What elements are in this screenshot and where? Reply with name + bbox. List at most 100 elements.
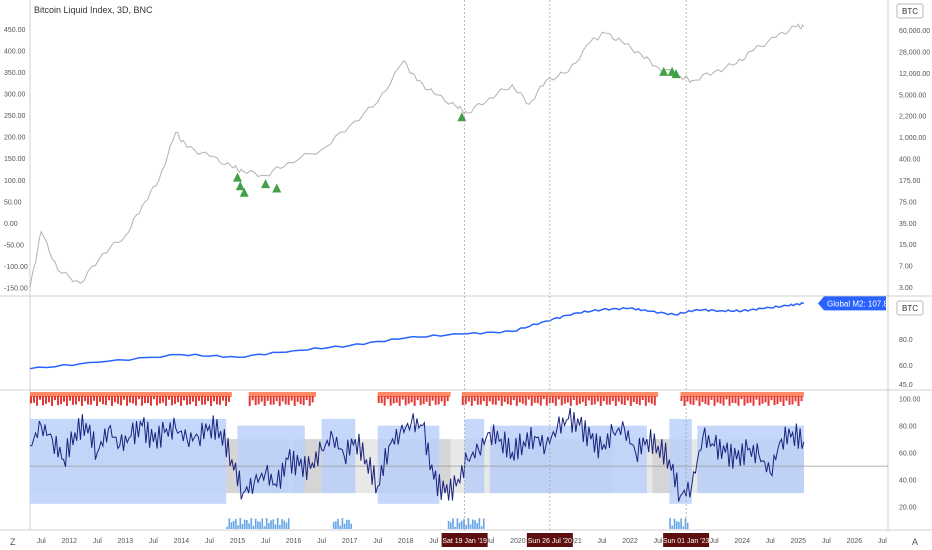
heat-tick [174, 396, 176, 404]
heat-tick [479, 396, 482, 405]
heat-tick [608, 396, 611, 405]
time-axis-tick: 2013 [118, 538, 134, 545]
left-axis-tick: 150.00 [4, 156, 26, 163]
heat-tick [72, 396, 74, 405]
heat-tick [39, 396, 41, 400]
heat-tick [90, 396, 92, 405]
heat-tick [30, 396, 32, 404]
heat-tick [788, 396, 791, 405]
heat-tick [78, 396, 80, 402]
heat-tick [401, 396, 404, 400]
heat-tick [710, 396, 713, 400]
left-axis-tick: 400.00 [4, 48, 26, 55]
date-markers: Sat 19 Jan '19 Sun 26 Jul '20 Sun 01 Jan '… [441, 533, 709, 547]
heat-tick [114, 396, 116, 403]
histogram-bar [268, 523, 270, 529]
oscillator-axis-tick: 40.00 [899, 478, 917, 485]
heat-tick [398, 396, 401, 406]
heat-tick [590, 396, 593, 405]
symbol-badge-1[interactable] [896, 3, 924, 19]
heat-tick [749, 396, 752, 403]
heat-tick [132, 396, 134, 404]
signal-triangle-icon [232, 172, 242, 182]
histogram-bar [283, 520, 286, 529]
histogram-bar [228, 518, 231, 529]
histogram-bar [343, 523, 346, 529]
heat-tick [302, 396, 305, 406]
right-axis-tick: 400.00 [899, 157, 921, 164]
time-axis-tick: Jul [822, 538, 831, 545]
heat-tick [566, 396, 569, 403]
histogram-bar [471, 519, 474, 529]
auto-scale-a-icon[interactable]: A [912, 537, 918, 547]
oscillator-line [29, 407, 805, 502]
histogram-bar [272, 519, 275, 529]
heat-tick [563, 396, 566, 404]
histogram-bar [482, 518, 485, 529]
time-axis-tick: Jul [261, 538, 270, 545]
heat-tick [785, 396, 788, 401]
heat-tick [500, 396, 503, 406]
histogram-bar [279, 524, 281, 529]
histogram-bar [274, 524, 277, 529]
heat-tick [156, 396, 158, 406]
left-axis-tick: 200.00 [4, 135, 26, 142]
heat-tick [111, 396, 113, 406]
heat-tick [719, 396, 722, 404]
histogram-bar [478, 518, 481, 529]
heat-tick [680, 396, 683, 401]
heat-tick [404, 396, 407, 406]
heat-tick [461, 396, 464, 406]
blue-band [237, 425, 305, 494]
heat-tick [407, 396, 410, 404]
histogram-bar [335, 521, 337, 529]
time-axis-tick: 2020 [510, 538, 526, 545]
heat-tick [266, 396, 269, 401]
left-axis-tick: -150.00 [4, 286, 28, 293]
date-marker-box [441, 533, 488, 547]
histogram-bar [243, 519, 246, 529]
heat-tick [587, 396, 590, 401]
heat-tick [620, 396, 623, 405]
heat-tick [210, 396, 212, 406]
date-marker-lines [464, 0, 687, 530]
histogram-bar [252, 525, 255, 529]
date-marker-label: Sun 26 Jul '20 [528, 538, 572, 545]
heat-tick [410, 396, 413, 403]
heat-tick [584, 396, 587, 406]
heat-tick [506, 396, 509, 405]
time-axis-tick: 2015 [230, 538, 246, 545]
histogram-bar [281, 519, 283, 529]
heat-tick [117, 396, 119, 404]
heat-tick [776, 396, 779, 405]
heat-tick [69, 396, 71, 401]
oscillator-axis-tick: 60.00 [899, 451, 917, 458]
heat-tick [440, 396, 443, 402]
heat-tick [33, 396, 35, 403]
histogram-bar [684, 518, 687, 529]
heat-tick [389, 396, 392, 406]
time-axis-tick: Jul [149, 538, 158, 545]
heat-segment [377, 392, 451, 397]
heat-tick [305, 396, 308, 401]
heat-tick [437, 396, 440, 405]
heat-tick [428, 396, 431, 406]
timezone-z-icon[interactable]: Z [10, 537, 16, 547]
time-axis-tick: 2025 [790, 538, 806, 545]
left-axis-tick: 300.00 [4, 92, 26, 99]
left-axis-tick: 0.00 [4, 221, 18, 228]
heat-tick [752, 396, 755, 406]
oscillator-axis-tick: 20.00 [899, 505, 917, 512]
symbol-badge-2[interactable] [896, 300, 924, 316]
histogram-bar [337, 518, 339, 529]
heat-tick [635, 396, 638, 405]
heat-tick [512, 396, 515, 401]
heat-tick [204, 396, 206, 405]
heat-tick [195, 396, 197, 406]
right-axis-tick: 1,000.00 [899, 135, 926, 142]
heat-tick [548, 396, 551, 404]
heat-tick [99, 396, 101, 402]
histogram-bar [678, 521, 680, 529]
symbol-badge-1-label: BTC [902, 7, 918, 16]
